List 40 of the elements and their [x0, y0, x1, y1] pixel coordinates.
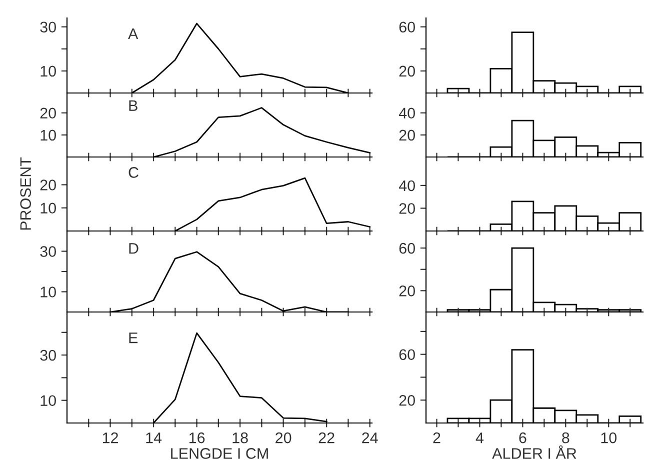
annotation: A	[128, 28, 138, 39]
annotation: C	[128, 167, 138, 178]
y-axis-title: PROSENT	[20, 157, 32, 230]
annotation: E	[129, 332, 138, 344]
y-tick-label: 10	[40, 395, 56, 406]
annotation: D	[129, 243, 138, 254]
y-tick-label: 20	[399, 66, 415, 77]
y-tick-label: 20	[399, 130, 415, 141]
y-tick-label: 30	[40, 22, 56, 33]
y-tick-label: 60	[399, 242, 415, 254]
y-tick-label: 30	[40, 350, 56, 361]
y-tick-label: 40	[398, 108, 415, 119]
x-tick-label: 20	[276, 432, 292, 444]
x-tick-label: 4	[476, 432, 484, 444]
x-tick-label: 24	[362, 432, 378, 444]
x-tick-label: 16	[189, 432, 205, 444]
x-tick-label: 6	[519, 432, 526, 444]
y-tick-label: 30	[40, 246, 56, 257]
y-tick-label: 10	[40, 202, 56, 214]
x-tick-label: 14	[146, 432, 162, 444]
x-tick-label: 8	[562, 432, 570, 444]
y-tick-label: 10	[40, 66, 56, 77]
y-tick-label: 40	[398, 180, 415, 192]
y-tick-label: 20	[40, 108, 56, 119]
x-axis-title: ALDER I ÅR	[492, 445, 576, 459]
y-tick-label: 20	[40, 180, 56, 190]
x-tick-label: 22	[318, 432, 334, 444]
annotation: B	[129, 100, 138, 111]
y-tick-label: 60	[399, 22, 415, 33]
y-tick-label: 20	[399, 394, 415, 406]
x-axis-title: LENGDE I CM	[171, 448, 268, 459]
x-tick-label: 12	[102, 432, 118, 444]
x-tick-label: 10	[601, 432, 617, 444]
y-tick-label: 10	[40, 286, 56, 298]
y-tick-label: 20	[399, 286, 415, 296]
y-tick-label: 20	[399, 203, 415, 214]
x-tick-label: 18	[232, 432, 248, 444]
y-tick-label: 60	[399, 349, 415, 360]
y-tick-label: 10	[40, 130, 56, 141]
x-tick-label: 2	[433, 432, 440, 444]
